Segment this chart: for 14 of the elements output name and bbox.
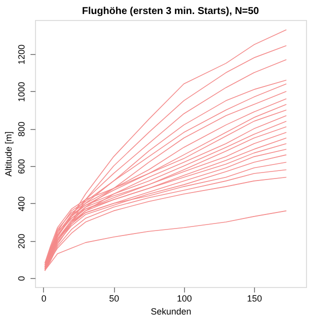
y-tick-label: 0	[16, 276, 26, 282]
x-axis-title: Sekunden	[150, 306, 192, 316]
y-tick-label: 800	[16, 122, 26, 137]
x-tick-label: 0	[41, 294, 46, 304]
y-tick-label: 600	[16, 158, 26, 174]
y-tick-label: 1000	[16, 82, 26, 102]
chart-title: Flughöhe (ersten 3 min. Starts), N=50	[82, 6, 260, 17]
x-tick-label: 50	[109, 294, 120, 304]
y-tick-label: 400	[16, 196, 26, 212]
x-tick-label: 100	[176, 294, 192, 304]
x-tick-label: 150	[247, 294, 262, 304]
y-tick-label: 1200	[16, 44, 26, 64]
y-axis-title: Altitude [m]	[4, 131, 14, 177]
y-tick-label: 200	[16, 234, 26, 249]
